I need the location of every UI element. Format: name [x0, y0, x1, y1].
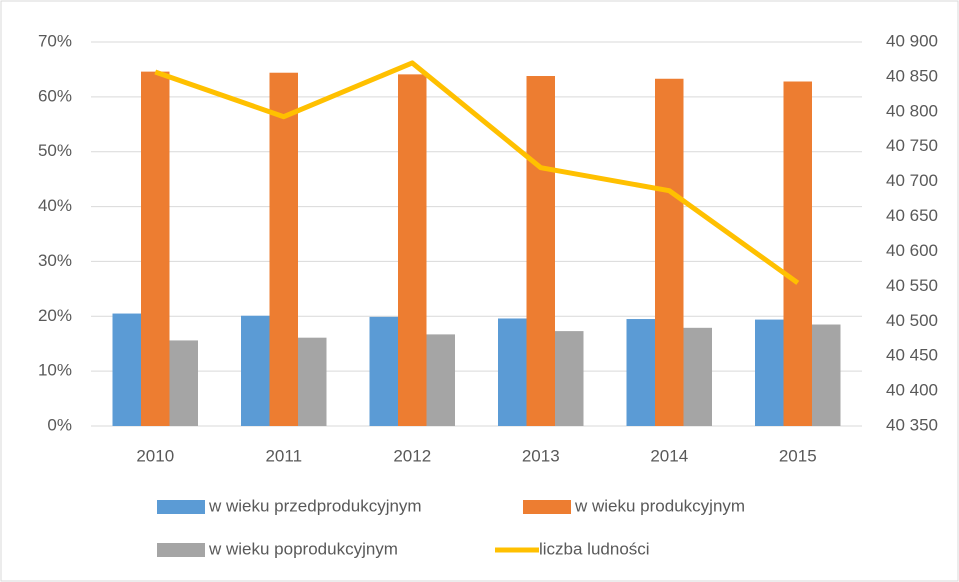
- legend-swatch: [157, 543, 205, 557]
- legend-label: w wieku produkcyjnym: [574, 496, 745, 515]
- legend-swatch: [523, 500, 571, 514]
- y2-tick-label: 40 750: [886, 136, 938, 155]
- bar: [783, 81, 812, 427]
- x-tick-label: 2014: [650, 446, 688, 465]
- y2-tick-label: 40 900: [886, 31, 938, 50]
- y-tick-label: 20%: [38, 306, 72, 325]
- legend-label: liczba ludności: [539, 539, 650, 558]
- x-tick-label: 2012: [393, 446, 431, 465]
- bar: [241, 315, 270, 426]
- x-tick-label: 2011: [265, 446, 302, 465]
- bar: [426, 334, 455, 426]
- y-tick-label: 70%: [38, 31, 72, 50]
- y-tick-label: 40%: [38, 196, 72, 215]
- x-tick-label: 2013: [522, 446, 560, 465]
- bar: [112, 313, 141, 426]
- y2-tick-label: 40 350: [886, 415, 938, 434]
- bar: [812, 324, 841, 426]
- y2-tick-label: 40 800: [886, 101, 938, 120]
- bar: [141, 71, 170, 426]
- y2-tick-label: 40 600: [886, 241, 938, 260]
- y2-tick-label: 40 700: [886, 171, 938, 190]
- line-series: [154, 60, 800, 285]
- y2-tick-label: 40 450: [886, 346, 938, 365]
- x-tick-label: 2010: [136, 446, 174, 465]
- y-tick-label: 10%: [38, 361, 72, 380]
- y-tick-label: 0%: [47, 415, 72, 434]
- y2-tick-label: 40 850: [886, 66, 938, 85]
- legend-label: w wieku poprodukcyjnym: [208, 539, 398, 558]
- bar: [369, 316, 398, 426]
- y2-tick-label: 40 400: [886, 381, 938, 400]
- bar: [683, 327, 712, 426]
- x-tick-label: 2015: [779, 446, 817, 465]
- legend-swatch: [157, 500, 205, 514]
- bar: [555, 331, 584, 426]
- bar: [498, 318, 527, 426]
- y-tick-label: 50%: [38, 141, 72, 160]
- y2-tick-label: 40 500: [886, 311, 938, 330]
- bar: [398, 74, 427, 426]
- y-tick-label: 30%: [38, 251, 72, 270]
- y2-tick-label: 40 550: [886, 276, 938, 295]
- bar: [269, 72, 298, 426]
- bar: [298, 337, 327, 426]
- bar: [655, 78, 684, 427]
- bar: [755, 319, 784, 426]
- y2-tick-label: 40 650: [886, 206, 938, 225]
- legend-label: w wieku przedprodukcyjnym: [208, 496, 422, 515]
- y-tick-label: 60%: [38, 86, 72, 105]
- bar: [526, 76, 555, 427]
- bar: [626, 319, 655, 426]
- bar: [169, 340, 198, 426]
